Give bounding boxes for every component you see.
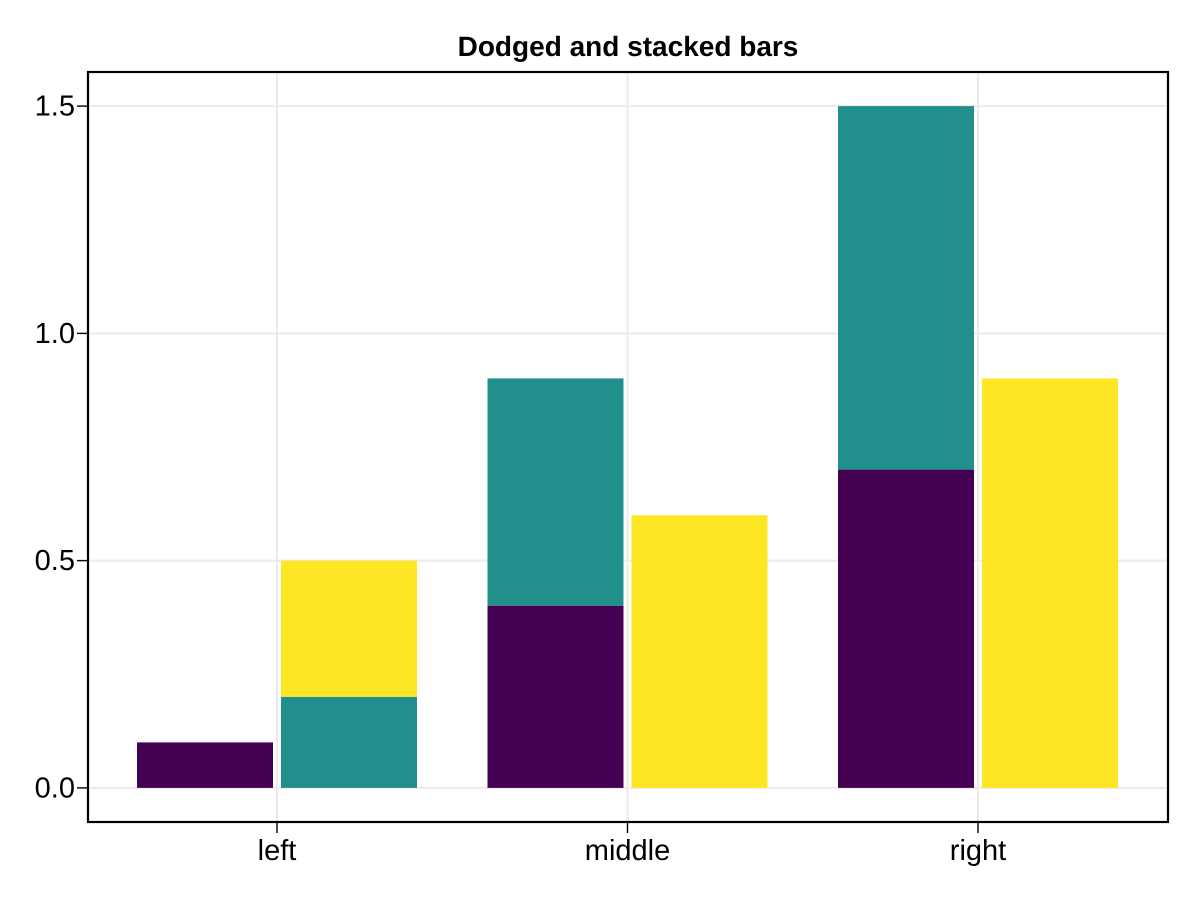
svg-text:1.0: 1.0: [35, 318, 75, 350]
svg-text:middle: middle: [585, 835, 670, 867]
svg-text:0.0: 0.0: [35, 772, 75, 804]
svg-text:0.5: 0.5: [35, 545, 75, 577]
svg-text:left: left: [258, 835, 297, 867]
svg-text:Dodged and stacked bars: Dodged and stacked bars: [458, 31, 799, 62]
svg-text:1.5: 1.5: [35, 91, 75, 123]
svg-text:right: right: [950, 835, 1006, 867]
